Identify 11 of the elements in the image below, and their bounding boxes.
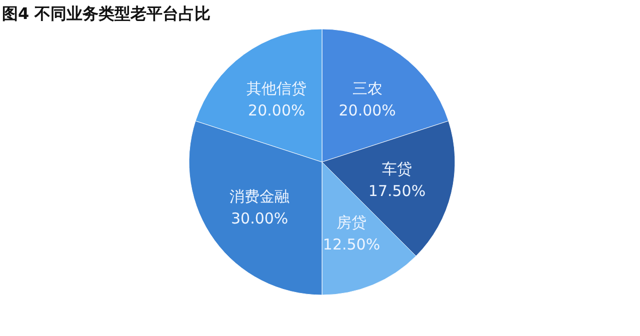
data-label: 12.50%	[322, 235, 380, 254]
data-label: 30.00%	[230, 209, 288, 228]
data-label: 20.00%	[248, 102, 306, 120]
data-label: 20.00%	[338, 102, 396, 120]
slice-label: 消费金融	[230, 187, 290, 206]
chart-title: 图4 不同业务类型老平台占比	[2, 4, 211, 23]
slice-label: 三农	[352, 80, 382, 98]
slice-label: 其他信贷	[246, 80, 307, 98]
slice-label: 车贷	[382, 160, 412, 178]
data-label: 17.50%	[368, 182, 426, 200]
slice-label: 房贷	[336, 213, 367, 232]
